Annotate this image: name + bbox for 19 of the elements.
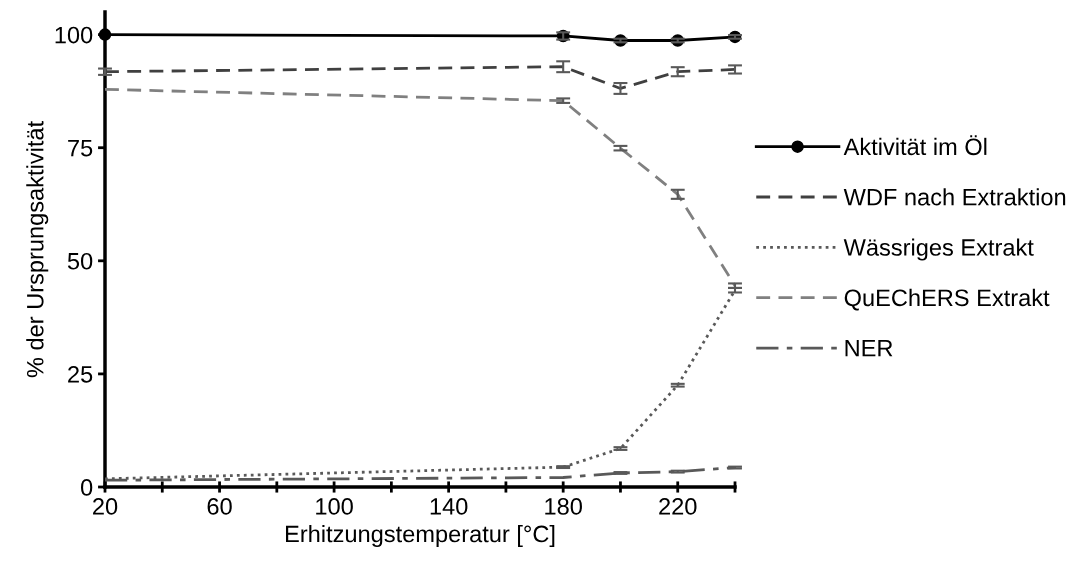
- x-tick-label: 220: [659, 498, 697, 515]
- x-tick-label: 20: [93, 498, 118, 515]
- x-tick-label: 100: [316, 498, 353, 515]
- y-tick-label: 100: [55, 26, 93, 44]
- x-tick-label: 140: [430, 498, 468, 515]
- legend-label: Wässriges Extrakt: [843, 238, 1034, 261]
- line-series: [103, 87, 737, 288]
- x-tick-label: 60: [207, 498, 232, 515]
- legend-label: Aktivität im Öl: [843, 135, 987, 156]
- y-tick-label: 50: [67, 252, 93, 270]
- x-tick-label: 180: [545, 498, 582, 515]
- y-tick-label: 25: [68, 365, 93, 383]
- legend-label: WDF nach Extraktion: [843, 188, 1066, 206]
- legend-label: QuEChERS Extrakt: [844, 288, 1050, 311]
- legend-label: NER: [845, 340, 893, 357]
- y-axis-title: % der Ursprungsaktivität: [26, 121, 49, 378]
- y-tick-label: 0: [80, 479, 93, 496]
- y-tick-label: 75: [68, 140, 93, 157]
- x-axis-title: Erhitzungstemperatur [°C]: [286, 524, 555, 547]
